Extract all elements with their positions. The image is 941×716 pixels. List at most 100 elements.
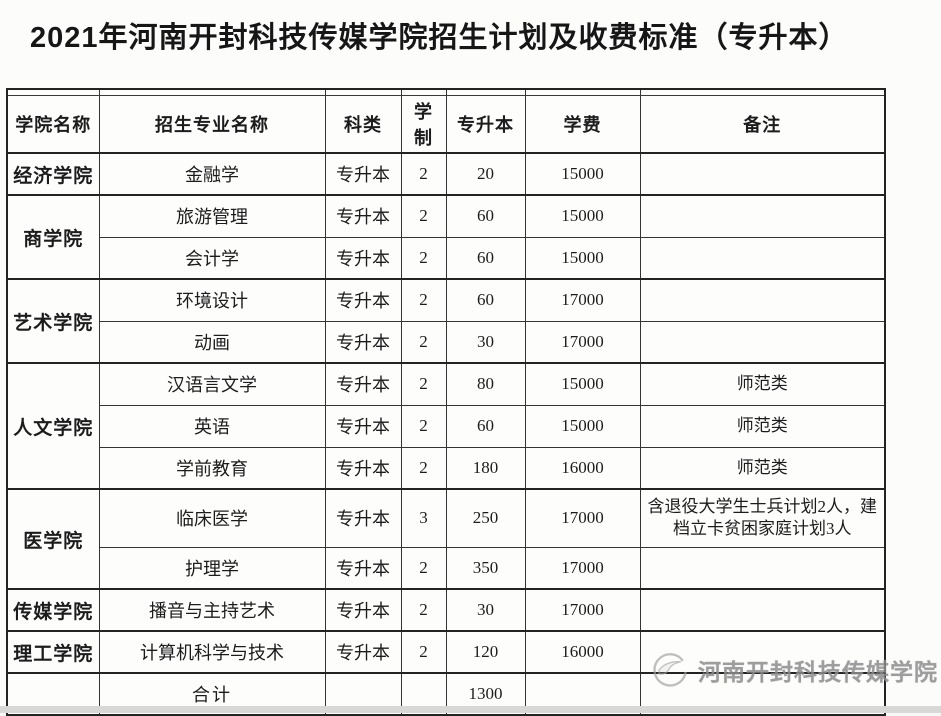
table-row: 商学院 旅游管理 专升本 2 60 15000 bbox=[6, 194, 886, 280]
column-header-6: 学费 bbox=[524, 95, 641, 154]
remark-cell bbox=[639, 236, 886, 280]
column-header-1: 学院名称 bbox=[6, 95, 100, 154]
table-body: 经济学院 金融学 专升本 2 20 15000 商学院 旅游管理 专升本 2 60 15000 会计学专… bbox=[6, 152, 886, 716]
table-row: 医学院 临床医学 专升本 3 250 17000 含退役大学生士兵计划2人，建档立卡贫困家庭… bbox=[6, 488, 886, 590]
years-cell: 2 bbox=[400, 588, 447, 632]
table-row: 学前教育 专升本 2 180 16000 师范类 bbox=[7, 446, 886, 490]
tuition-cell: 17000 bbox=[524, 278, 641, 322]
major-cell: 汉语言文学 bbox=[98, 362, 326, 406]
table-row: 英语 专升本 2 60 15000 师范类 bbox=[7, 404, 886, 448]
remark-cell bbox=[639, 320, 886, 364]
quota-cell: 60 bbox=[445, 194, 526, 238]
quota-cell: 250 bbox=[445, 488, 526, 548]
quota-cell: 80 bbox=[445, 362, 526, 406]
major-cell: 旅游管理 bbox=[98, 194, 326, 238]
column-header-7: 备注 bbox=[639, 95, 886, 154]
quota-cell: 120 bbox=[445, 630, 526, 674]
quota-cell: 30 bbox=[445, 588, 526, 632]
years-cell: 2 bbox=[400, 362, 447, 406]
category-cell: 专升本 bbox=[324, 152, 402, 196]
tuition-cell: 17000 bbox=[524, 320, 641, 364]
quota-cell: 60 bbox=[445, 404, 526, 448]
major-cell: 学前教育 bbox=[98, 446, 326, 490]
column-header-4: 学制 bbox=[400, 95, 447, 154]
table-row: 理工学院 计算机科学与技术 专升本 2 120 16000 bbox=[6, 630, 886, 674]
tuition-cell: 15000 bbox=[524, 362, 641, 406]
major-cell: 动画 bbox=[98, 320, 326, 364]
category-cell: 专升本 bbox=[324, 320, 402, 364]
table-row: 经济学院 金融学 专升本 2 20 15000 bbox=[6, 152, 886, 196]
remark-cell: 师范类 bbox=[639, 446, 886, 490]
category-cell: 专升本 bbox=[324, 446, 402, 490]
header-row: 学院名称 招生专业名称 科类 学制 专升本 学费 备注 bbox=[6, 95, 886, 154]
tuition-cell: 17000 bbox=[524, 546, 641, 590]
major-cell: 护理学 bbox=[98, 546, 326, 590]
years-cell: 2 bbox=[400, 152, 447, 196]
tuition-cell: 15000 bbox=[524, 236, 641, 280]
quota-cell: 350 bbox=[445, 546, 526, 590]
college-cell: 人文学院 bbox=[6, 362, 100, 490]
page-title: 2021年河南开封科技传媒学院招生计划及收费标准（专升本） bbox=[30, 22, 849, 54]
tuition-cell: 15000 bbox=[524, 152, 641, 196]
remark-cell bbox=[639, 546, 886, 590]
column-header-5: 专升本 bbox=[445, 95, 526, 154]
college-cell: 艺术学院 bbox=[6, 278, 100, 364]
remark-cell: 师范类 bbox=[639, 362, 886, 406]
column-header-2: 招生专业名称 bbox=[98, 95, 326, 154]
table-row: 护理学 专升本 2 350 17000 bbox=[7, 546, 886, 590]
college-cell: 医学院 bbox=[6, 488, 100, 590]
quota-cell: 60 bbox=[445, 236, 526, 280]
college-cell: 商学院 bbox=[6, 194, 100, 280]
years-cell: 3 bbox=[400, 488, 447, 548]
table-row: 人文学院 汉语言文学 专升本 2 80 15000 师范类 bbox=[6, 362, 886, 490]
remark-cell bbox=[639, 278, 886, 322]
table-row: 传媒学院 播音与主持艺术 专升本 2 30 17000 bbox=[6, 588, 886, 632]
years-cell: 2 bbox=[400, 320, 447, 364]
remark-cell bbox=[639, 194, 886, 238]
tuition-cell: 15000 bbox=[524, 404, 641, 448]
college-cell: 经济学院 bbox=[6, 152, 100, 196]
table-row: 会计学 专升本 2 60 15000 bbox=[7, 236, 886, 280]
category-cell: 专升本 bbox=[324, 362, 402, 406]
years-cell: 2 bbox=[400, 630, 447, 674]
tuition-cell: 17000 bbox=[524, 488, 641, 548]
major-cell: 金融学 bbox=[98, 152, 326, 196]
remark-cell bbox=[639, 152, 886, 196]
years-cell: 2 bbox=[400, 278, 447, 322]
years-cell: 2 bbox=[400, 236, 447, 280]
table-header: 学院名称 招生专业名称 科类 学制 专升本 学费 备注 bbox=[6, 88, 886, 154]
remark-cell: 师范类 bbox=[639, 404, 886, 448]
years-cell: 2 bbox=[400, 446, 447, 490]
major-cell: 英语 bbox=[98, 404, 326, 448]
remark-cell bbox=[639, 630, 886, 674]
category-cell: 专升本 bbox=[324, 404, 402, 448]
tuition-cell: 16000 bbox=[524, 446, 641, 490]
admission-table: 学院名称 招生专业名称 科类 学制 专升本 学费 备注 经济学院 金融学 专升本 2 20 15000… bbox=[6, 88, 886, 716]
quota-cell: 30 bbox=[445, 320, 526, 364]
admission-table-wrap: 学院名称 招生专业名称 科类 学制 专升本 学费 备注 经济学院 金融学 专升本 2 20 15000… bbox=[6, 88, 886, 716]
column-header-3: 科类 bbox=[324, 95, 402, 154]
years-cell: 2 bbox=[400, 404, 447, 448]
quota-cell: 20 bbox=[445, 152, 526, 196]
category-cell: 专升本 bbox=[324, 588, 402, 632]
major-cell: 会计学 bbox=[98, 236, 326, 280]
category-cell: 专升本 bbox=[324, 194, 402, 238]
major-cell: 临床医学 bbox=[98, 488, 326, 548]
quota-cell: 180 bbox=[445, 446, 526, 490]
remark-cell: 含退役大学生士兵计划2人，建档立卡贫困家庭计划3人 bbox=[639, 488, 886, 548]
years-cell: 2 bbox=[400, 194, 447, 238]
category-cell: 专升本 bbox=[324, 278, 402, 322]
table-row: 艺术学院 环境设计 专升本 2 60 17000 bbox=[6, 278, 886, 364]
quota-cell: 60 bbox=[445, 278, 526, 322]
tuition-cell: 16000 bbox=[524, 630, 641, 674]
category-cell: 专升本 bbox=[324, 488, 402, 548]
major-cell: 播音与主持艺术 bbox=[98, 588, 326, 632]
major-cell: 计算机科学与技术 bbox=[98, 630, 326, 674]
years-cell: 2 bbox=[400, 546, 447, 590]
remark-cell bbox=[639, 588, 886, 632]
tuition-cell: 15000 bbox=[524, 194, 641, 238]
category-cell: 专升本 bbox=[324, 546, 402, 590]
scan-edge-strip bbox=[0, 706, 941, 713]
college-cell: 理工学院 bbox=[6, 630, 100, 674]
college-cell: 传媒学院 bbox=[6, 588, 100, 632]
